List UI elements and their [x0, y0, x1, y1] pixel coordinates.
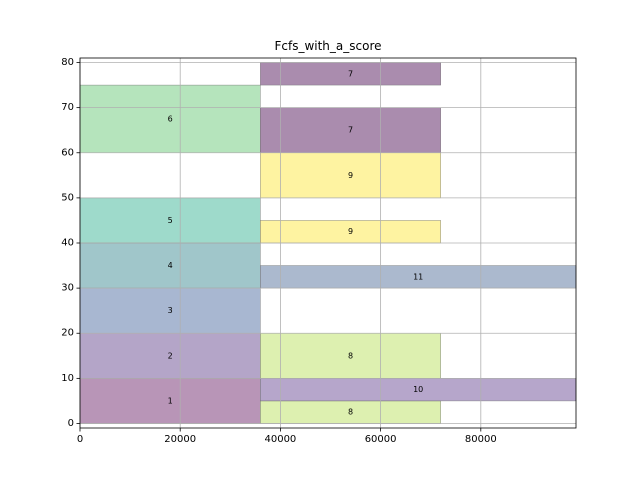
- bar-label-2: 3: [168, 306, 173, 315]
- bar-labels-layer: 1 2 3 4 5 6 8 10 8 11 9 9 7 7: [168, 69, 424, 416]
- bar-label-1: 2: [168, 351, 173, 360]
- x-tick-label-3: 60000: [365, 434, 397, 445]
- y-tick-label-8: 80: [61, 57, 74, 68]
- bar-9-11: [260, 152, 441, 199]
- bar-8-8: [260, 333, 441, 379]
- x-tick-label-4: 80000: [465, 434, 497, 445]
- bar-2-1: [79, 333, 261, 379]
- bar-label-10: 9: [348, 227, 353, 236]
- bar-label-5: 6: [168, 114, 173, 123]
- y-tick-label-6: 60: [61, 147, 74, 158]
- chart-title: Fcfs_with_a_score: [274, 39, 381, 53]
- bar-label-11: 9: [348, 171, 353, 180]
- bar-4-3: [79, 242, 261, 289]
- bar-label-13: 7: [348, 69, 353, 78]
- y-tick-label-4: 40: [61, 238, 74, 249]
- axes-layer: 0 20000 40000 60000 80000 0 10 20 30 40 50 60 70 80: [61, 57, 496, 445]
- bar-6-5: [79, 84, 261, 153]
- bar-label-6: 8: [348, 408, 353, 417]
- x-tick-label-2: 40000: [264, 434, 296, 445]
- bar-1-0: [79, 378, 261, 424]
- bar-label-4: 5: [168, 216, 173, 225]
- grid-layer: [79, 58, 576, 428]
- y-tick-label-5: 50: [61, 192, 74, 203]
- y-tick-label-2: 20: [61, 328, 74, 339]
- bar-label-0: 1: [168, 396, 173, 405]
- bar-label-8: 8: [348, 351, 353, 360]
- y-tick-label-0: 0: [68, 418, 74, 429]
- bars-layer: [79, 62, 577, 424]
- x-tick-label-1: 20000: [164, 434, 196, 445]
- x-tick-label-0: 0: [77, 434, 83, 445]
- y-tick-label-7: 70: [61, 102, 74, 113]
- y-tick-label-3: 30: [61, 283, 74, 294]
- y-tick-label-1: 10: [61, 373, 74, 384]
- bar-5-4: [79, 197, 261, 244]
- bar-label-7: 10: [413, 385, 423, 394]
- bar-label-12: 7: [348, 126, 353, 135]
- bar-label-3: 4: [168, 261, 173, 270]
- bar-label-9: 11: [413, 272, 423, 281]
